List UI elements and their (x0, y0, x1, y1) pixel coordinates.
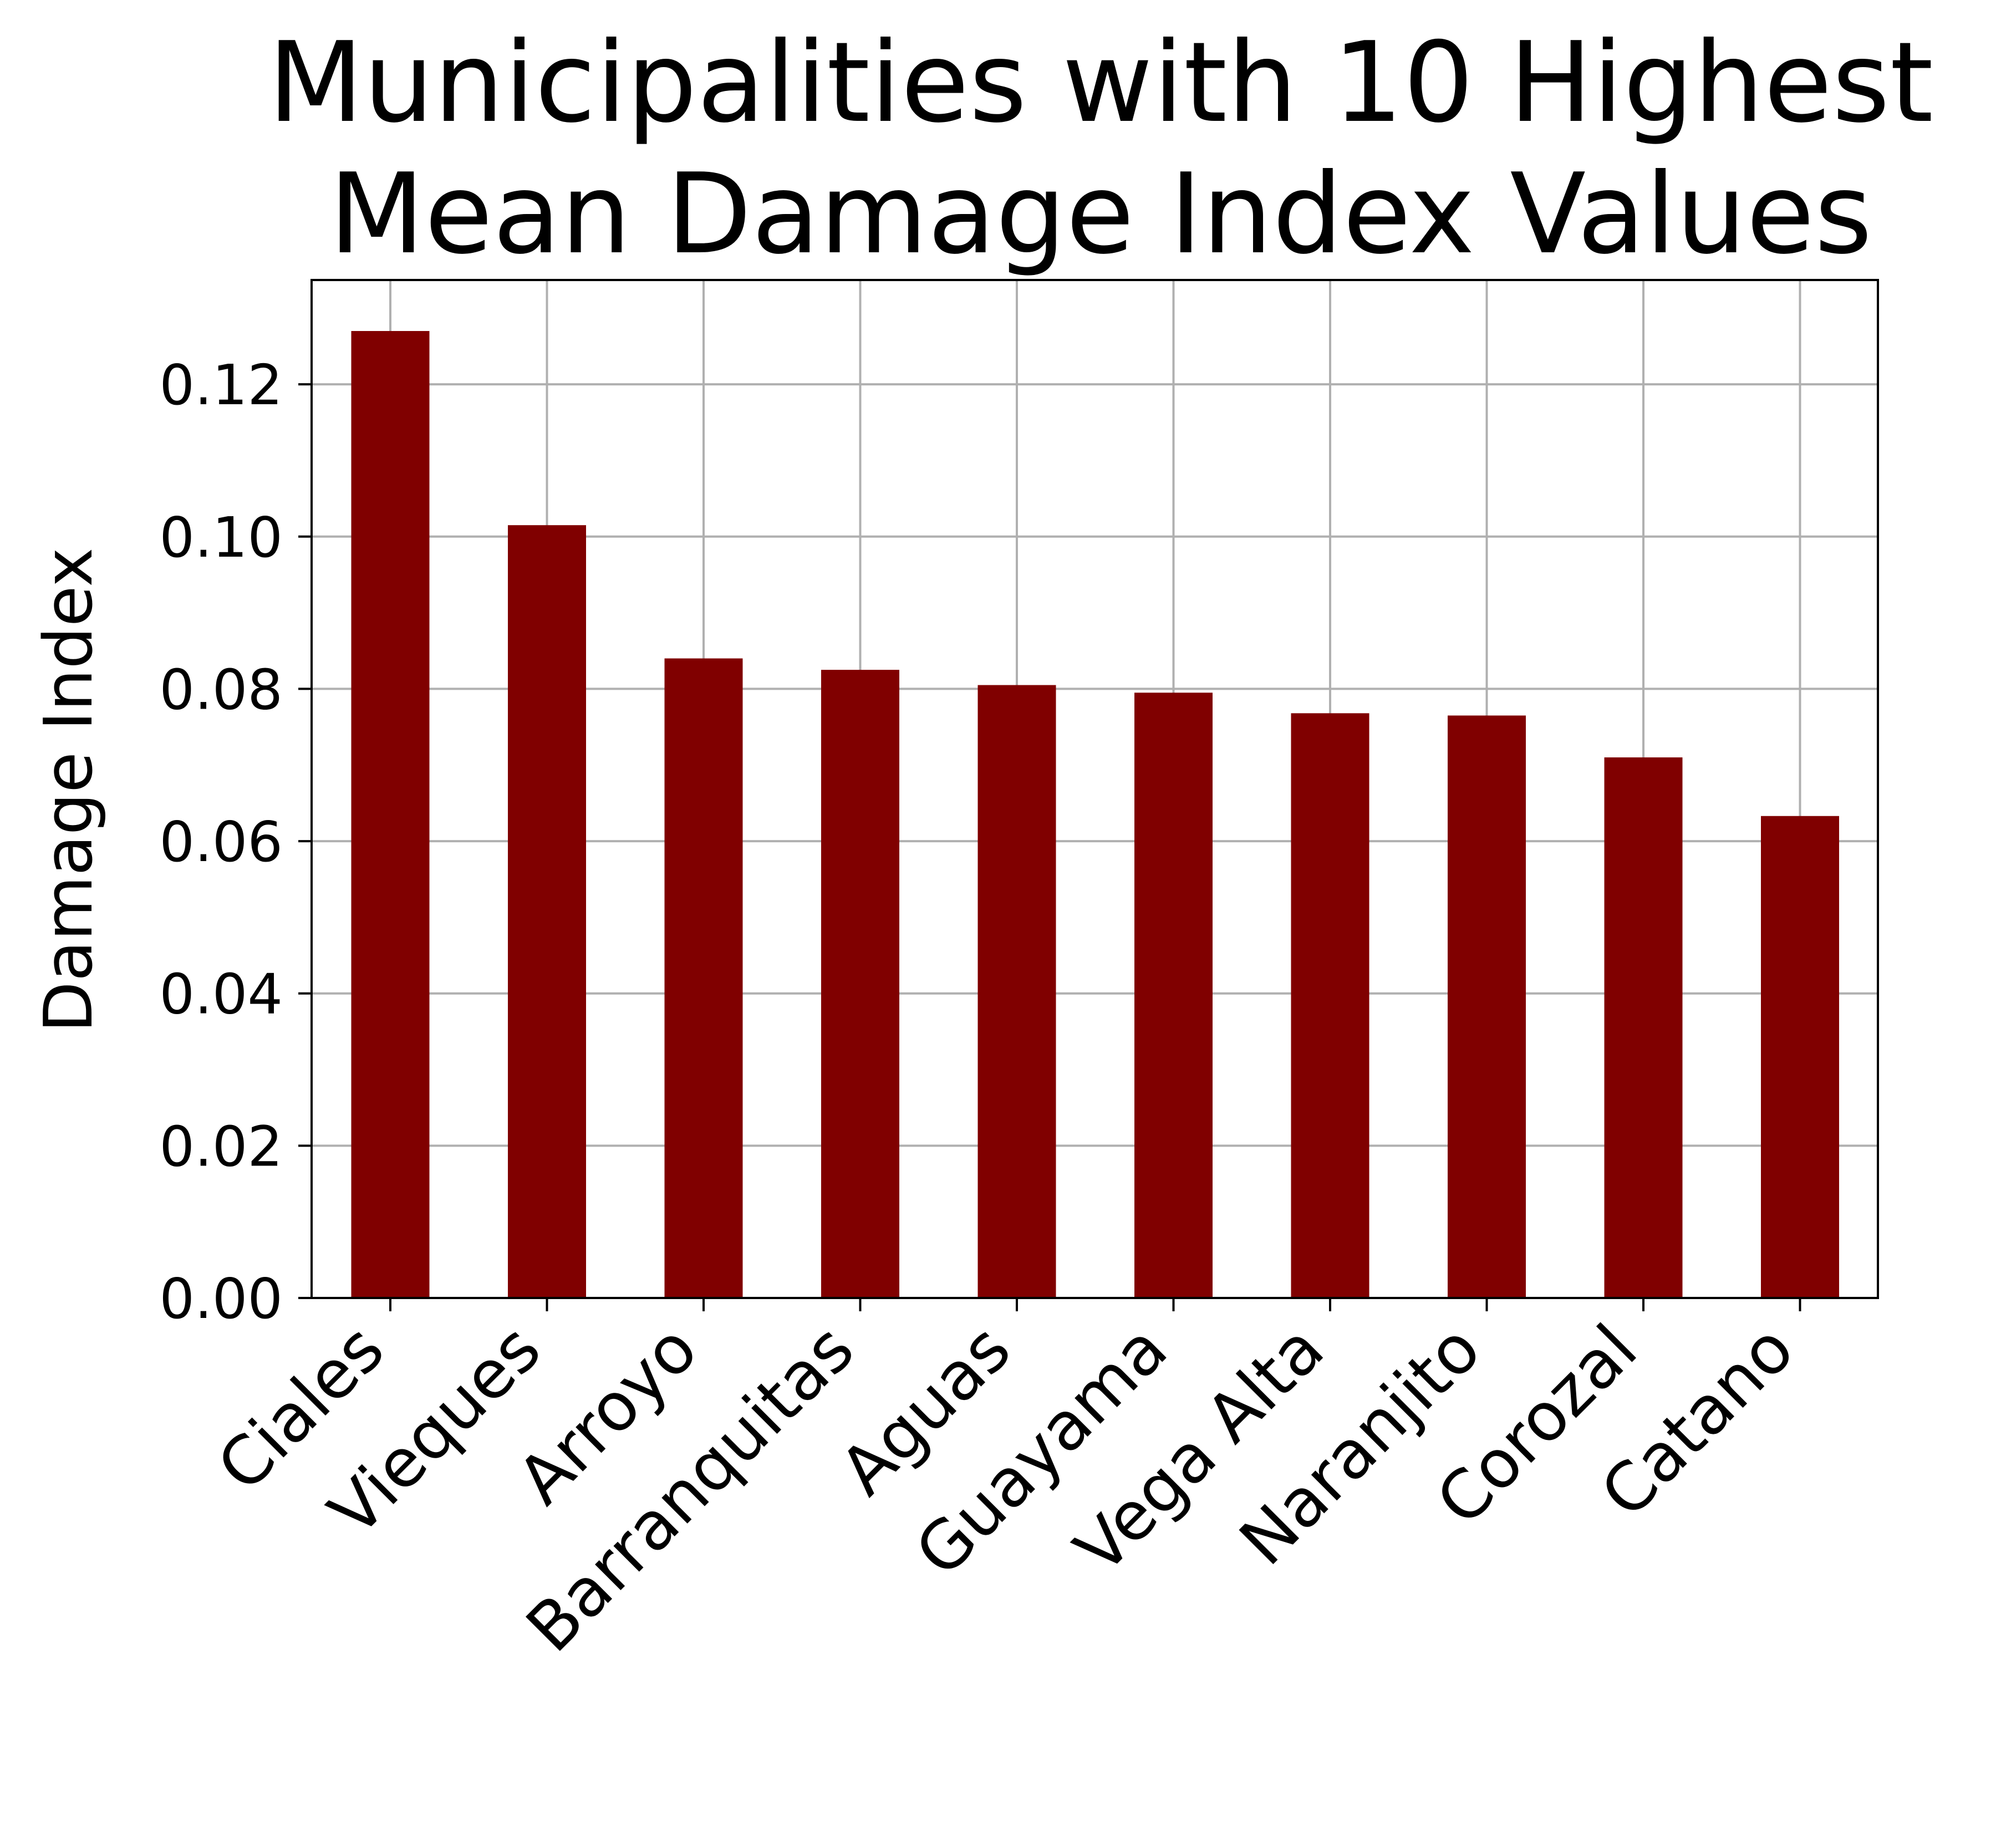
y-tick-label-6: 0.12 (159, 353, 283, 418)
y-tick-label-1: 0.02 (159, 1114, 283, 1179)
ticks (298, 383, 1801, 1311)
bar-aguas (977, 685, 1056, 1298)
plot-frame (310, 279, 1879, 1299)
y-tick-label-2: 0.04 (159, 962, 283, 1027)
bar-arroyo (664, 658, 743, 1298)
y-tick-label-4: 0.08 (159, 657, 283, 722)
y-tick-label-3: 0.06 (159, 810, 283, 874)
bar-catano (1761, 816, 1839, 1298)
bar-vega-alta (1291, 713, 1369, 1298)
bars (351, 331, 1839, 1299)
y-axis-label: Damage Index (30, 548, 108, 1033)
bar-vieques (508, 525, 586, 1299)
bar-barranquitas (821, 670, 899, 1298)
chart-title-line-1: Municipalities with 10 Highest (268, 18, 1933, 147)
bar-guayama (1134, 693, 1213, 1298)
y-tick-label-0: 0.00 (159, 1266, 283, 1331)
bar-corozal (1604, 757, 1683, 1298)
bar-naranjito (1448, 715, 1526, 1298)
bar-ciales (351, 331, 430, 1298)
y-tick-label-5: 0.10 (159, 505, 283, 570)
chart-title-line-2: Mean Damage Index Values (329, 150, 1872, 279)
y-tick-labels: 0.00 0.02 0.04 0.06 0.08 0.10 0.12 (159, 353, 283, 1331)
x-tick-labels: CialesViequesArroyoBarranquitasAguasGuay… (203, 1310, 1809, 1667)
